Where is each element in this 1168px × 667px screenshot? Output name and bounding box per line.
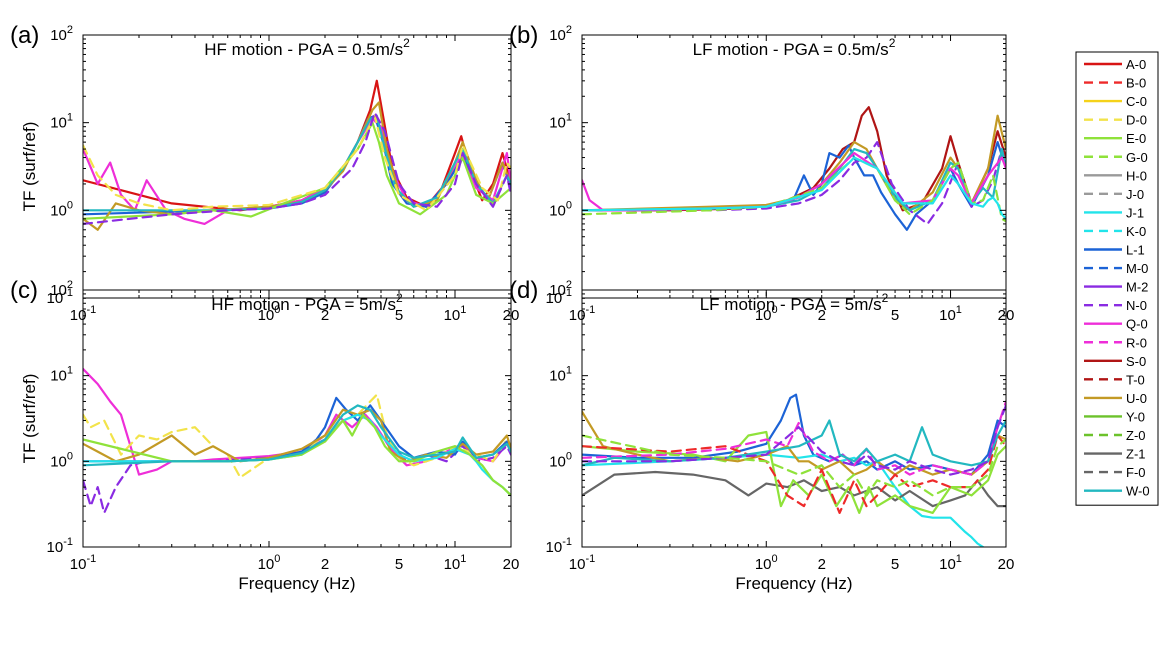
legend-label: K-0 [1126, 224, 1146, 239]
legend-label: M-2 [1126, 280, 1148, 295]
x-tick-label: 2 [818, 307, 826, 324]
panel-title: HF motion - PGA = 0.5m/s2 [204, 36, 410, 59]
series-line-N-0 [582, 404, 1006, 476]
x-axis-label: Frequency (Hz) [238, 574, 355, 593]
legend-label: T-0 [1126, 372, 1145, 387]
legend-label: E-0 [1126, 131, 1146, 146]
panel-label: (c) [10, 277, 38, 304]
legend-label: N-0 [1126, 298, 1147, 313]
legend-label: R-0 [1126, 335, 1147, 350]
legend-label: C-0 [1126, 94, 1147, 109]
y-axis-label: TF (surf/ref) [20, 122, 39, 212]
series-group [582, 106, 1006, 231]
legend-label: U-0 [1126, 391, 1147, 406]
panel-title: LF motion - PGA = 0.5m/s2 [693, 36, 896, 59]
panel-title: LF motion - PGA = 5m/s2 [700, 291, 889, 314]
series-line-G-0 [582, 434, 1006, 497]
panel-title: HF motion - PGA = 5m/s2 [211, 291, 403, 314]
x-axis-label: Frequency (Hz) [735, 574, 852, 593]
legend-label: S-0 [1126, 354, 1146, 369]
x-tick-label: 20 [503, 556, 520, 573]
series-line-N-0 [83, 111, 511, 225]
axes-box [581, 289, 1007, 548]
y-axis-label: TF (surf/ref) [20, 374, 39, 464]
panel-label: (a) [10, 22, 39, 49]
legend-box [1075, 51, 1159, 506]
axes-box [82, 289, 512, 548]
x-tick-label: 5 [395, 307, 403, 324]
legend-label: M-0 [1126, 261, 1148, 276]
legend-label: A-0 [1126, 57, 1146, 72]
axes-box [82, 34, 512, 299]
legend-label: L-1 [1126, 243, 1145, 258]
legend-label: J-0 [1126, 187, 1144, 202]
legend-label: Q-0 [1126, 317, 1148, 332]
legend-label: W-0 [1126, 484, 1150, 499]
legend-label: Z-0 [1126, 428, 1146, 443]
x-tick-label: 5 [395, 556, 403, 573]
series-line-J-1 [582, 156, 1006, 220]
series-group [83, 367, 511, 515]
panel-label: (b) [509, 22, 538, 49]
legend-label: G-0 [1126, 150, 1148, 165]
series-group [83, 79, 511, 231]
panel-label: (d) [509, 277, 538, 304]
x-tick-label: 5 [891, 307, 899, 324]
series-group [582, 393, 1006, 547]
series-line-U-0 [83, 408, 511, 463]
series-line-W-0 [83, 404, 511, 467]
legend-label: D-0 [1126, 113, 1147, 128]
axes-box [581, 34, 1007, 299]
x-tick-label: 20 [998, 556, 1015, 573]
legend-label: Y-0 [1126, 409, 1145, 424]
series-line-D-0 [83, 114, 511, 212]
legend-label: H-0 [1126, 168, 1147, 183]
x-tick-label: 2 [818, 556, 826, 573]
series-line-W-0 [582, 148, 1006, 212]
series-line-E-0 [83, 121, 511, 220]
legend-label: F-0 [1126, 465, 1146, 480]
series-line-R-0 [582, 400, 1006, 476]
legend: A-0 B-0 C-0 D-0 E-0 G-0 H-0 J-0 J-1 K-0 L-1 M-0 M-2 N… [1075, 51, 1159, 506]
x-tick-label: 2 [321, 556, 329, 573]
legend-label: Z-1 [1126, 447, 1146, 462]
legend-label: J-1 [1126, 205, 1144, 220]
series-line-E-0 [582, 430, 1006, 515]
x-tick-label: 2 [321, 307, 329, 324]
legend-label: B-0 [1126, 76, 1146, 91]
x-tick-label: 5 [891, 556, 899, 573]
